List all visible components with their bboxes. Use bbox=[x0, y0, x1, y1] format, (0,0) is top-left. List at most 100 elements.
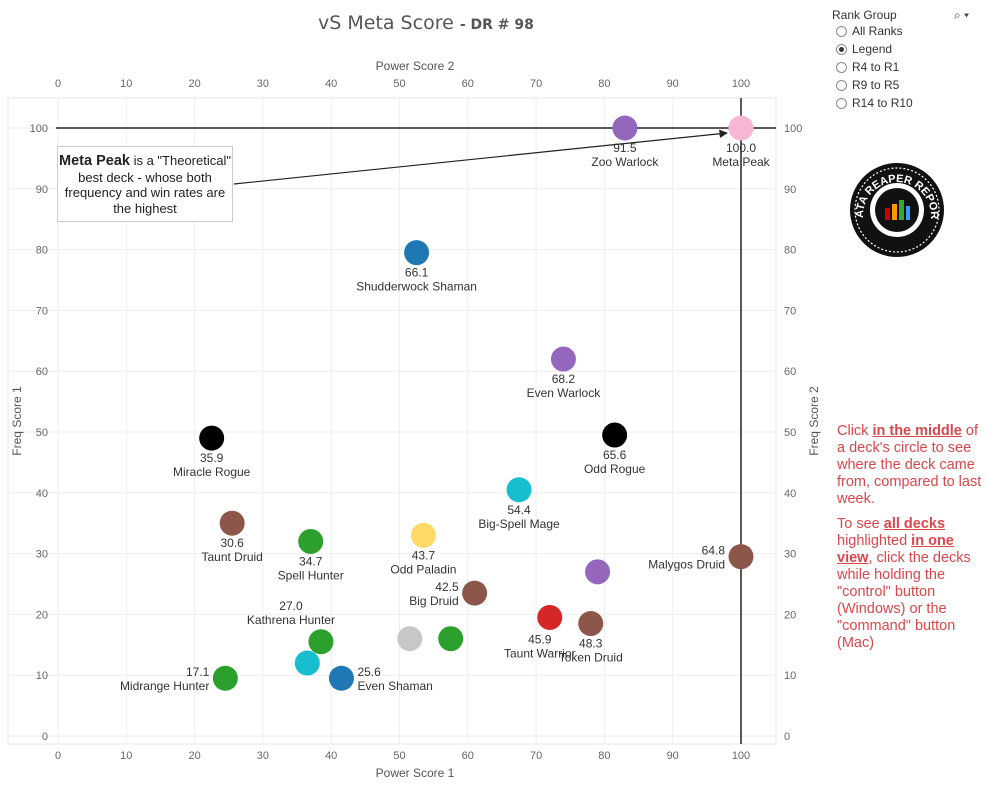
rank-group-title: Rank Group bbox=[832, 8, 897, 22]
deck-score-label: 42.5 bbox=[435, 580, 459, 594]
y-tick-label-left: 40 bbox=[36, 488, 48, 500]
instruction-text: of a deck's circle to see where the deck… bbox=[837, 423, 982, 507]
y-tick-label-right: 40 bbox=[784, 488, 796, 500]
x-tick-label-top: 20 bbox=[188, 78, 200, 90]
instruction-multi: To see all decks highlighted in one view… bbox=[837, 516, 987, 652]
rank-option-label: R9 to R5 bbox=[852, 78, 900, 92]
deck-name-label: Even Warlock bbox=[527, 386, 602, 400]
deck-score-label: 35.9 bbox=[200, 451, 224, 465]
y-tick-label-left: 10 bbox=[36, 670, 48, 682]
y-tick-label-right: 70 bbox=[784, 305, 796, 317]
deck-score-label: 25.6 bbox=[357, 665, 381, 679]
y-tick-label-right: 10 bbox=[784, 670, 796, 682]
radio-icon[interactable] bbox=[836, 79, 847, 91]
deck-score-label: 65.6 bbox=[603, 448, 627, 462]
x-tick-label-top: 40 bbox=[325, 78, 337, 90]
y-tick-label-right: 20 bbox=[784, 609, 796, 621]
rank-option-r9-to-r5[interactable]: R9 to R5 bbox=[836, 76, 982, 94]
deck-score-label: 91.5 bbox=[613, 141, 637, 155]
x-tick-label-top: 0 bbox=[55, 78, 61, 90]
deck-point-big-druid[interactable] bbox=[462, 580, 488, 606]
deck-point-unlabeled[interactable] bbox=[585, 559, 611, 585]
deck-point-taunt-warrior[interactable] bbox=[537, 604, 563, 630]
rank-group-filter: Rank Group ⌕ ▾ All Ranks Legend R4 to R1 R9… bbox=[832, 8, 982, 112]
chart-title: vS Meta Score - DR # 98 bbox=[318, 12, 534, 34]
y-tick-label-left: 60 bbox=[36, 366, 48, 378]
y-tick-label-right: 30 bbox=[784, 549, 796, 561]
rank-option-legend[interactable]: Legend bbox=[836, 40, 982, 58]
x-tick-label-bottom: 90 bbox=[667, 750, 679, 762]
axis-layer: 0 0 10 10 20 20 30 30 40 40 50 50 60 60 70 70 80 80 90 90 10… bbox=[30, 78, 803, 762]
filter-menu-icon[interactable]: ⌕ ▾ bbox=[954, 8, 970, 22]
rank-option-r14-to-r10[interactable]: R14 to R10 bbox=[836, 94, 982, 112]
deck-point-even-shaman[interactable] bbox=[328, 665, 354, 691]
deck-name-label: Odd Paladin bbox=[390, 562, 456, 576]
deck-score-label: 27.0 bbox=[279, 599, 303, 613]
rank-option-label: R14 to R10 bbox=[852, 96, 913, 110]
y-tick-label-right: 0 bbox=[784, 731, 790, 743]
deck-point-even-warlock[interactable] bbox=[550, 346, 576, 372]
deck-point-midrange-hunter[interactable] bbox=[212, 665, 238, 691]
deck-point-malygos-druid[interactable] bbox=[728, 544, 754, 570]
deck-score-label: 68.2 bbox=[552, 372, 576, 386]
radio-icon[interactable] bbox=[836, 25, 847, 37]
deck-point-token-druid[interactable] bbox=[578, 611, 604, 637]
radio-icon[interactable] bbox=[836, 43, 847, 55]
x-tick-label-bottom: 10 bbox=[120, 750, 132, 762]
callout-bold: Meta Peak bbox=[59, 153, 130, 169]
y-tick-label-right: 60 bbox=[784, 366, 796, 378]
instruction-emphasis: in one view bbox=[837, 533, 954, 566]
rank-option-all-ranks[interactable]: All Ranks bbox=[836, 22, 982, 40]
deck-score-label: 64.8 bbox=[702, 544, 726, 558]
radio-icon[interactable] bbox=[836, 97, 847, 109]
deck-point-odd-paladin[interactable] bbox=[410, 522, 436, 548]
x-tick-label-top: 90 bbox=[667, 78, 679, 90]
x-tick-label-top: 50 bbox=[393, 78, 405, 90]
rank-option-label: All Ranks bbox=[852, 24, 903, 38]
deck-point-unlabeled[interactable] bbox=[294, 650, 320, 676]
instructions: Click in the middle of a deck's circle t… bbox=[837, 423, 987, 660]
deck-point-unlabeled[interactable] bbox=[438, 626, 464, 652]
y-tick-label-left: 30 bbox=[36, 549, 48, 561]
deck-name-label: Malygos Druid bbox=[648, 558, 725, 572]
deck-name-label: Shudderwock Shaman bbox=[356, 280, 477, 294]
deck-point-miracle-rogue[interactable] bbox=[199, 425, 225, 451]
x-tick-label-top: 30 bbox=[257, 78, 269, 90]
rank-option-r4-to-r1[interactable]: R4 to R1 bbox=[836, 58, 982, 76]
deck-score-label: 34.7 bbox=[299, 554, 323, 568]
x-tick-label-top: 10 bbox=[120, 78, 132, 90]
x-tick-label-bottom: 30 bbox=[257, 750, 269, 762]
deck-point-big-spell-mage[interactable] bbox=[506, 477, 532, 503]
y-axis-right-label: Freq Score 2 bbox=[807, 386, 821, 456]
instruction-click: Click in the middle of a deck's circle t… bbox=[837, 423, 987, 508]
rank-group-options: All Ranks Legend R4 to R1 R9 to R5 R14 to R1… bbox=[832, 22, 982, 112]
x-tick-label-bottom: 20 bbox=[188, 750, 200, 762]
chart-title-main: vS Meta Score bbox=[318, 12, 454, 34]
instruction-text: Click bbox=[837, 423, 873, 439]
x-tick-label-top: 80 bbox=[598, 78, 610, 90]
deck-score-label: 66.1 bbox=[405, 266, 429, 280]
deck-point-spell-hunter[interactable] bbox=[298, 528, 324, 554]
deck-point-unlabeled[interactable] bbox=[397, 626, 423, 652]
deck-point-taunt-druid[interactable] bbox=[219, 510, 245, 536]
x-tick-label-top: 100 bbox=[732, 78, 750, 90]
deck-point-shudderwock-shaman[interactable] bbox=[404, 240, 430, 266]
deck-point-odd-rogue[interactable] bbox=[602, 422, 628, 448]
deck-point-zoo-warlock[interactable] bbox=[612, 115, 638, 141]
x-tick-label-bottom: 40 bbox=[325, 750, 337, 762]
x-tick-label-bottom: 50 bbox=[393, 750, 405, 762]
radio-icon[interactable] bbox=[836, 61, 847, 73]
deck-name-label: Big-Spell Mage bbox=[478, 517, 560, 531]
x-tick-label-top: 70 bbox=[530, 78, 542, 90]
deck-score-label: 100.0 bbox=[726, 141, 756, 155]
x-tick-label-bottom: 100 bbox=[732, 750, 750, 762]
y-tick-label-left: 90 bbox=[36, 184, 48, 196]
x-tick-label-bottom: 70 bbox=[530, 750, 542, 762]
deck-point-kathrena-hunter[interactable] bbox=[308, 629, 334, 655]
deck-name-label: Midrange Hunter bbox=[120, 679, 209, 693]
deck-name-label: Big Druid bbox=[409, 594, 458, 608]
deck-point-meta-peak[interactable] bbox=[728, 115, 754, 141]
instruction-text: , click the decks while holding the "con… bbox=[837, 550, 971, 651]
x-tick-label-bottom: 80 bbox=[598, 750, 610, 762]
